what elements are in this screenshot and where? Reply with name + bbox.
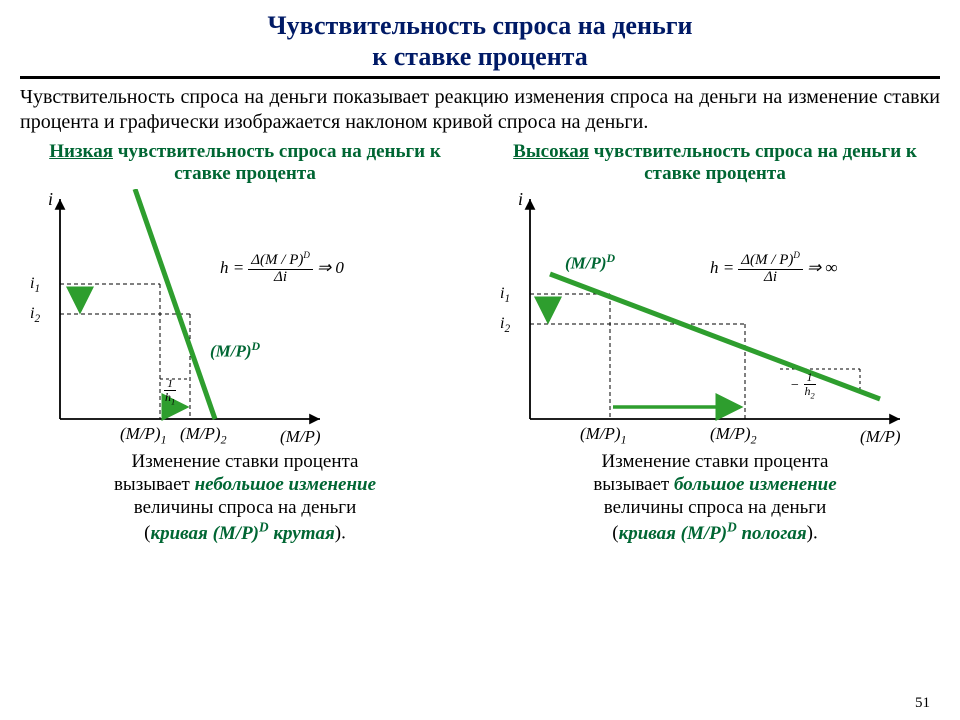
columns: Низкая чувствительность спроса на деньги… xyxy=(20,141,940,545)
intro-text: Чувствительность спроса на деньги показы… xyxy=(20,85,940,135)
right-graph: i i1 i2 (M/P)1 (M/P)2 (M/P) (M/P)D h = Δ… xyxy=(490,189,930,449)
left-i2: i2 xyxy=(30,305,40,325)
right-i1: i1 xyxy=(500,285,510,305)
right-subtitle: Высокая чувствительность спроса на деньг… xyxy=(490,141,940,185)
left-axis-x: (M/P) xyxy=(280,427,321,447)
right-i2: i2 xyxy=(500,315,510,335)
left-curve-label: (M/P)D xyxy=(210,339,260,362)
left-mp2: (M/P)2 xyxy=(180,424,227,447)
main-title: Чувствительность спроса на деньги к став… xyxy=(20,10,940,79)
right-formula: h = Δ(M / P)D Δi ⇒ ∞ xyxy=(710,251,837,286)
left-caption: Изменение ставки процента вызывает небол… xyxy=(20,451,470,546)
right-caption: Изменение ставки процента вызывает больш… xyxy=(490,451,940,546)
right-axis-x: (M/P) xyxy=(860,427,901,447)
right-graph-svg xyxy=(490,189,930,449)
right-column: Высокая чувствительность спроса на деньг… xyxy=(490,141,940,545)
left-graph-svg xyxy=(20,189,460,449)
left-formula: h = Δ(M / P)D Δi ⇒ 0 xyxy=(220,251,344,286)
right-slope: − 1 h2 xyxy=(790,371,818,401)
right-mp2: (M/P)2 xyxy=(710,424,757,447)
left-i1: i1 xyxy=(30,275,40,295)
left-mp1: (M/P)1 xyxy=(120,424,167,447)
left-subtitle: Низкая чувствительность спроса на деньги… xyxy=(20,141,470,185)
right-axis-i: i xyxy=(518,189,523,210)
left-graph: i i1 i2 (M/P)1 (M/P)2 (M/P) (M/P)D h = Δ… xyxy=(20,189,460,449)
left-slope: 1 h1 xyxy=(162,377,178,407)
left-column: Низкая чувствительность спроса на деньги… xyxy=(20,141,470,545)
right-mp1: (M/P)1 xyxy=(580,424,627,447)
left-axis-i: i xyxy=(48,189,53,210)
page-number: 51 xyxy=(915,695,930,712)
right-curve-label: (M/P)D xyxy=(565,251,615,274)
